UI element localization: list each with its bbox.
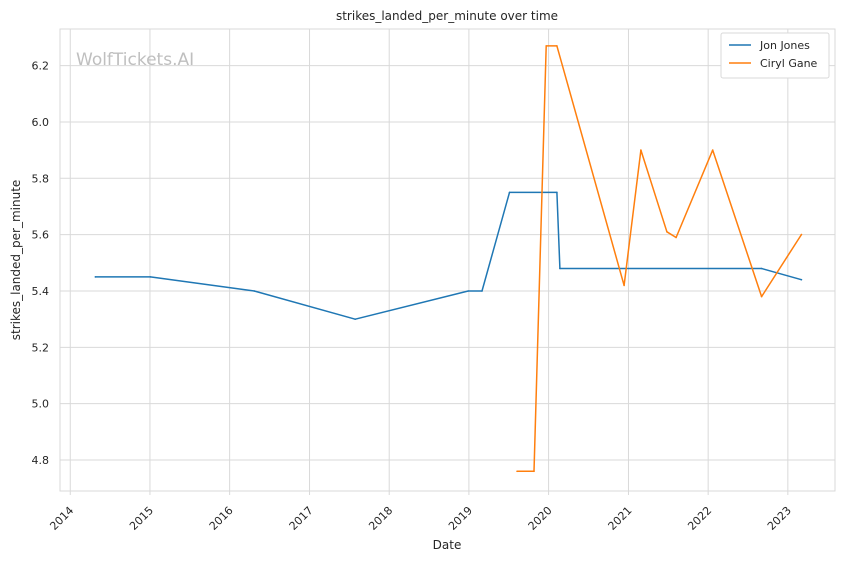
data-point-ciryl-gane-6	[666, 231, 668, 233]
data-point-jon-jones-7	[556, 191, 558, 194]
legend-label-ciryl-gane: Ciryl Gane	[760, 57, 818, 70]
watermark-text: WolfTickets.AI	[76, 50, 194, 70]
x-tick-label-2014: 2014	[47, 504, 76, 533]
y-tick-label-5-8: 5.8	[32, 172, 50, 185]
data-point-ciryl-gane-3	[556, 45, 558, 47]
y-tick-label-5-0: 5.0	[32, 398, 50, 411]
legend: Jon Jones Ciryl Gane	[720, 32, 830, 79]
data-point-ciryl-gane-1	[533, 470, 535, 473]
plot-frame	[59, 28, 836, 492]
y-tick-label-5-6: 5.6	[32, 229, 50, 242]
data-point-jon-jones-6	[508, 191, 511, 194]
data-point-ciryl-gane-8	[711, 149, 714, 151]
x-axis-ticks: 2014 2015 2016 2017 2018 2019 2020 2021 2022 2023	[47, 491, 794, 533]
data-point-ciryl-gane-7	[675, 236, 677, 239]
y-tick-label-6-0: 6.0	[32, 116, 50, 129]
data-point-jon-jones-0	[94, 276, 97, 278]
data-point-jon-jones-8	[559, 267, 561, 270]
data-point-jon-jones-2	[253, 290, 256, 292]
series-lines	[94, 45, 803, 473]
chart-title: strikes_landed_per_minute over time	[336, 9, 558, 23]
data-point-ciryl-gane-2	[545, 45, 547, 47]
data-point-jon-jones-5	[481, 290, 483, 292]
x-tick-label-2019: 2019	[446, 504, 475, 533]
y-tick-label-5-4: 5.4	[32, 285, 50, 298]
data-point-ciryl-gane-5	[640, 149, 642, 151]
data-point-ciryl-gane-4	[623, 284, 625, 287]
y-axis-ticks: 4.8 5.0 5.2 5.4 5.6 5.8 6.0 6.2	[32, 60, 50, 467]
data-point-jon-jones-9	[760, 267, 763, 270]
x-tick-label-2023: 2023	[765, 504, 794, 533]
x-tick-label-2016: 2016	[207, 504, 236, 533]
x-tick-label-2015: 2015	[127, 504, 156, 533]
x-tick-label-2017: 2017	[287, 504, 316, 533]
data-point-ciryl-gane-9	[760, 295, 763, 298]
series-line-jon-jones	[94, 191, 803, 320]
x-axis-label: Date	[433, 538, 462, 552]
x-tick-label-2022: 2022	[685, 504, 714, 533]
data-point-ciryl-gane-10	[800, 233, 803, 236]
data-point-jon-jones-1	[149, 276, 152, 278]
x-tick-label-2021: 2021	[606, 504, 635, 533]
x-tick-label-2018: 2018	[366, 504, 395, 533]
y-tick-label-6-2: 6.2	[32, 60, 50, 73]
y-axis-label: strikes_landed_per_minute	[9, 180, 23, 341]
series-jon-jones	[94, 191, 803, 321]
data-point-jon-jones-4	[467, 290, 470, 292]
legend-label-jon-jones: Jon Jones	[759, 39, 810, 52]
series-ciryl-gane	[516, 45, 803, 473]
data-point-ciryl-gane-0	[516, 470, 518, 473]
x-tick-label-2020: 2020	[526, 504, 555, 533]
data-point-jon-jones-3	[354, 318, 357, 321]
y-tick-label-5-2: 5.2	[32, 341, 50, 354]
data-point-jon-jones-10	[800, 278, 803, 281]
y-tick-label-4-8: 4.8	[32, 454, 50, 467]
grid-lines	[60, 29, 835, 491]
